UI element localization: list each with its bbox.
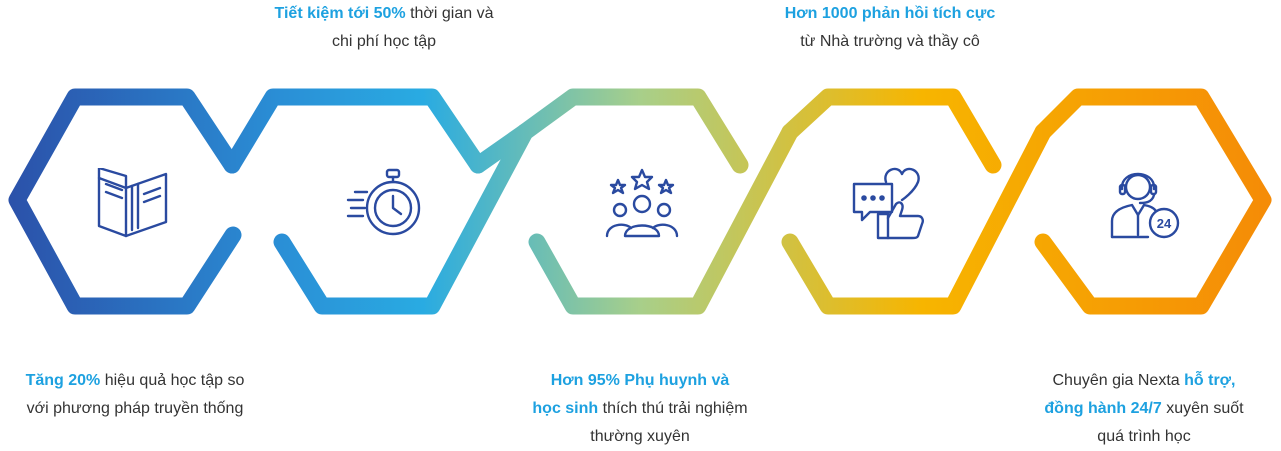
rating-people-icon bbox=[605, 168, 679, 238]
hexagon-5 bbox=[1034, 88, 1272, 315]
step-2-text: thời gian và bbox=[405, 5, 494, 22]
step-5-caption: Chuyên gia Nexta hỗ trợ, đồng hành 24/7 … bbox=[1010, 367, 1278, 451]
step-2-text-line-2: chi phí học tập bbox=[331, 33, 437, 50]
hexagon-4-bottom bbox=[781, 123, 1052, 315]
step-2-caption: Tiết kiệm tới 50% thời gian và chi phí h… bbox=[248, 0, 520, 56]
step-5-text: Chuyên gia Nexta bbox=[1052, 372, 1185, 389]
hexagon-3 bbox=[469, 88, 749, 174]
step-3-highlight-2: học sinh bbox=[532, 400, 599, 417]
step-3-text: thích thú trải nghiệm bbox=[598, 400, 748, 417]
hexagon-3-bottom bbox=[528, 123, 799, 315]
step-1-text: hiệu quả học tập so bbox=[100, 372, 245, 389]
step-1-caption: Tăng 20% hiệu quả học tập so với phương … bbox=[0, 367, 270, 423]
feedback-like-icon bbox=[852, 167, 924, 240]
step-5-text-line-3: quá trình học bbox=[1097, 428, 1191, 445]
step-2-highlight: Tiết kiệm tới 50% bbox=[274, 5, 406, 22]
book-icon bbox=[97, 168, 168, 238]
stopwatch-icon bbox=[346, 168, 421, 236]
step-5-text-2: xuyên suốt bbox=[1161, 400, 1244, 417]
hexagon-1 bbox=[8, 88, 242, 315]
hexagon-2 bbox=[223, 88, 487, 174]
support-24-icon: 24 bbox=[1110, 172, 1180, 239]
step-5-highlight-2: đồng hành 24/7 bbox=[1044, 400, 1162, 417]
svg-text:24: 24 bbox=[1157, 216, 1172, 231]
step-3-caption: Hơn 95% Phụ huynh và học sinh thích thú … bbox=[502, 367, 778, 451]
hexagon-4 bbox=[781, 88, 1002, 174]
step-5-highlight: hỗ trợ, bbox=[1184, 372, 1236, 389]
step-3-text-line-3: thường xuyên bbox=[590, 428, 690, 445]
step-1-highlight: Tăng 20% bbox=[25, 372, 101, 389]
step-4-text: từ Nhà trường và thầy cô bbox=[800, 33, 980, 50]
hexagon-2-bottom bbox=[273, 123, 534, 315]
step-1-text-line-2: với phương pháp truyền thống bbox=[26, 400, 244, 417]
step-4-highlight: Hơn 1000 phản hồi tích cực bbox=[784, 5, 996, 22]
step-3-highlight: Hơn 95% Phụ huynh và bbox=[550, 372, 730, 389]
step-4-caption: Hơn 1000 phản hồi tích cực từ Nhà trường… bbox=[752, 0, 1028, 56]
